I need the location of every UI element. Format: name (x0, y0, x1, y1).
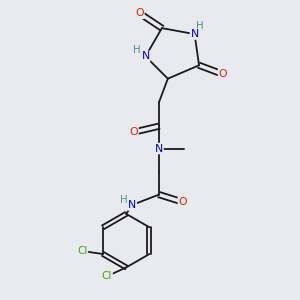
Text: H: H (196, 21, 204, 31)
Text: O: O (129, 127, 138, 137)
Text: O: O (218, 69, 227, 79)
Text: N: N (155, 143, 163, 154)
Text: O: O (135, 8, 144, 18)
Text: N: N (141, 51, 150, 62)
Text: O: O (178, 197, 187, 207)
Text: N: N (128, 200, 136, 210)
Text: N: N (190, 29, 199, 39)
Text: H: H (120, 195, 128, 205)
Text: H: H (133, 45, 140, 55)
Text: Cl: Cl (77, 246, 87, 256)
Text: Cl: Cl (102, 271, 112, 281)
